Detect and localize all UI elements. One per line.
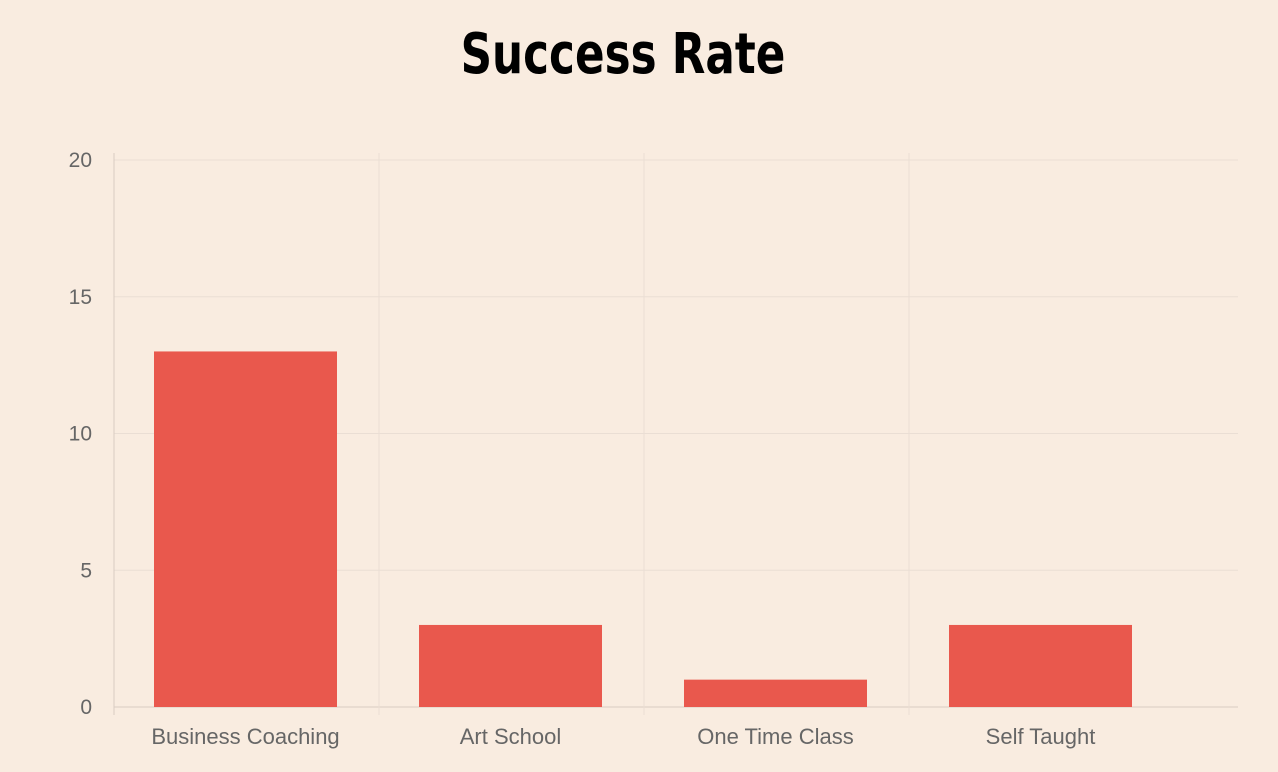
bars [154, 351, 1132, 707]
bar [684, 679, 867, 707]
x-tick-label: Self Taught [986, 724, 1096, 749]
y-tick-label: 20 [69, 149, 92, 172]
x-tick-label: One Time Class [697, 724, 854, 749]
y-tick-label: 0 [80, 696, 92, 719]
x-tick-label: Business Coaching [151, 724, 339, 749]
x-tick-label: Art School [460, 724, 562, 749]
y-tick-label: 10 [69, 423, 92, 446]
x-axis: Business Coaching Art School One Time Clas… [151, 724, 1095, 749]
y-axis: 0 5 10 15 20 [69, 149, 92, 719]
bar [154, 351, 337, 707]
y-tick-label: 5 [80, 559, 92, 582]
y-tick-label: 15 [69, 286, 92, 309]
chart-title: Success Rate [460, 22, 786, 87]
bar [949, 624, 1132, 707]
bar [419, 624, 602, 707]
